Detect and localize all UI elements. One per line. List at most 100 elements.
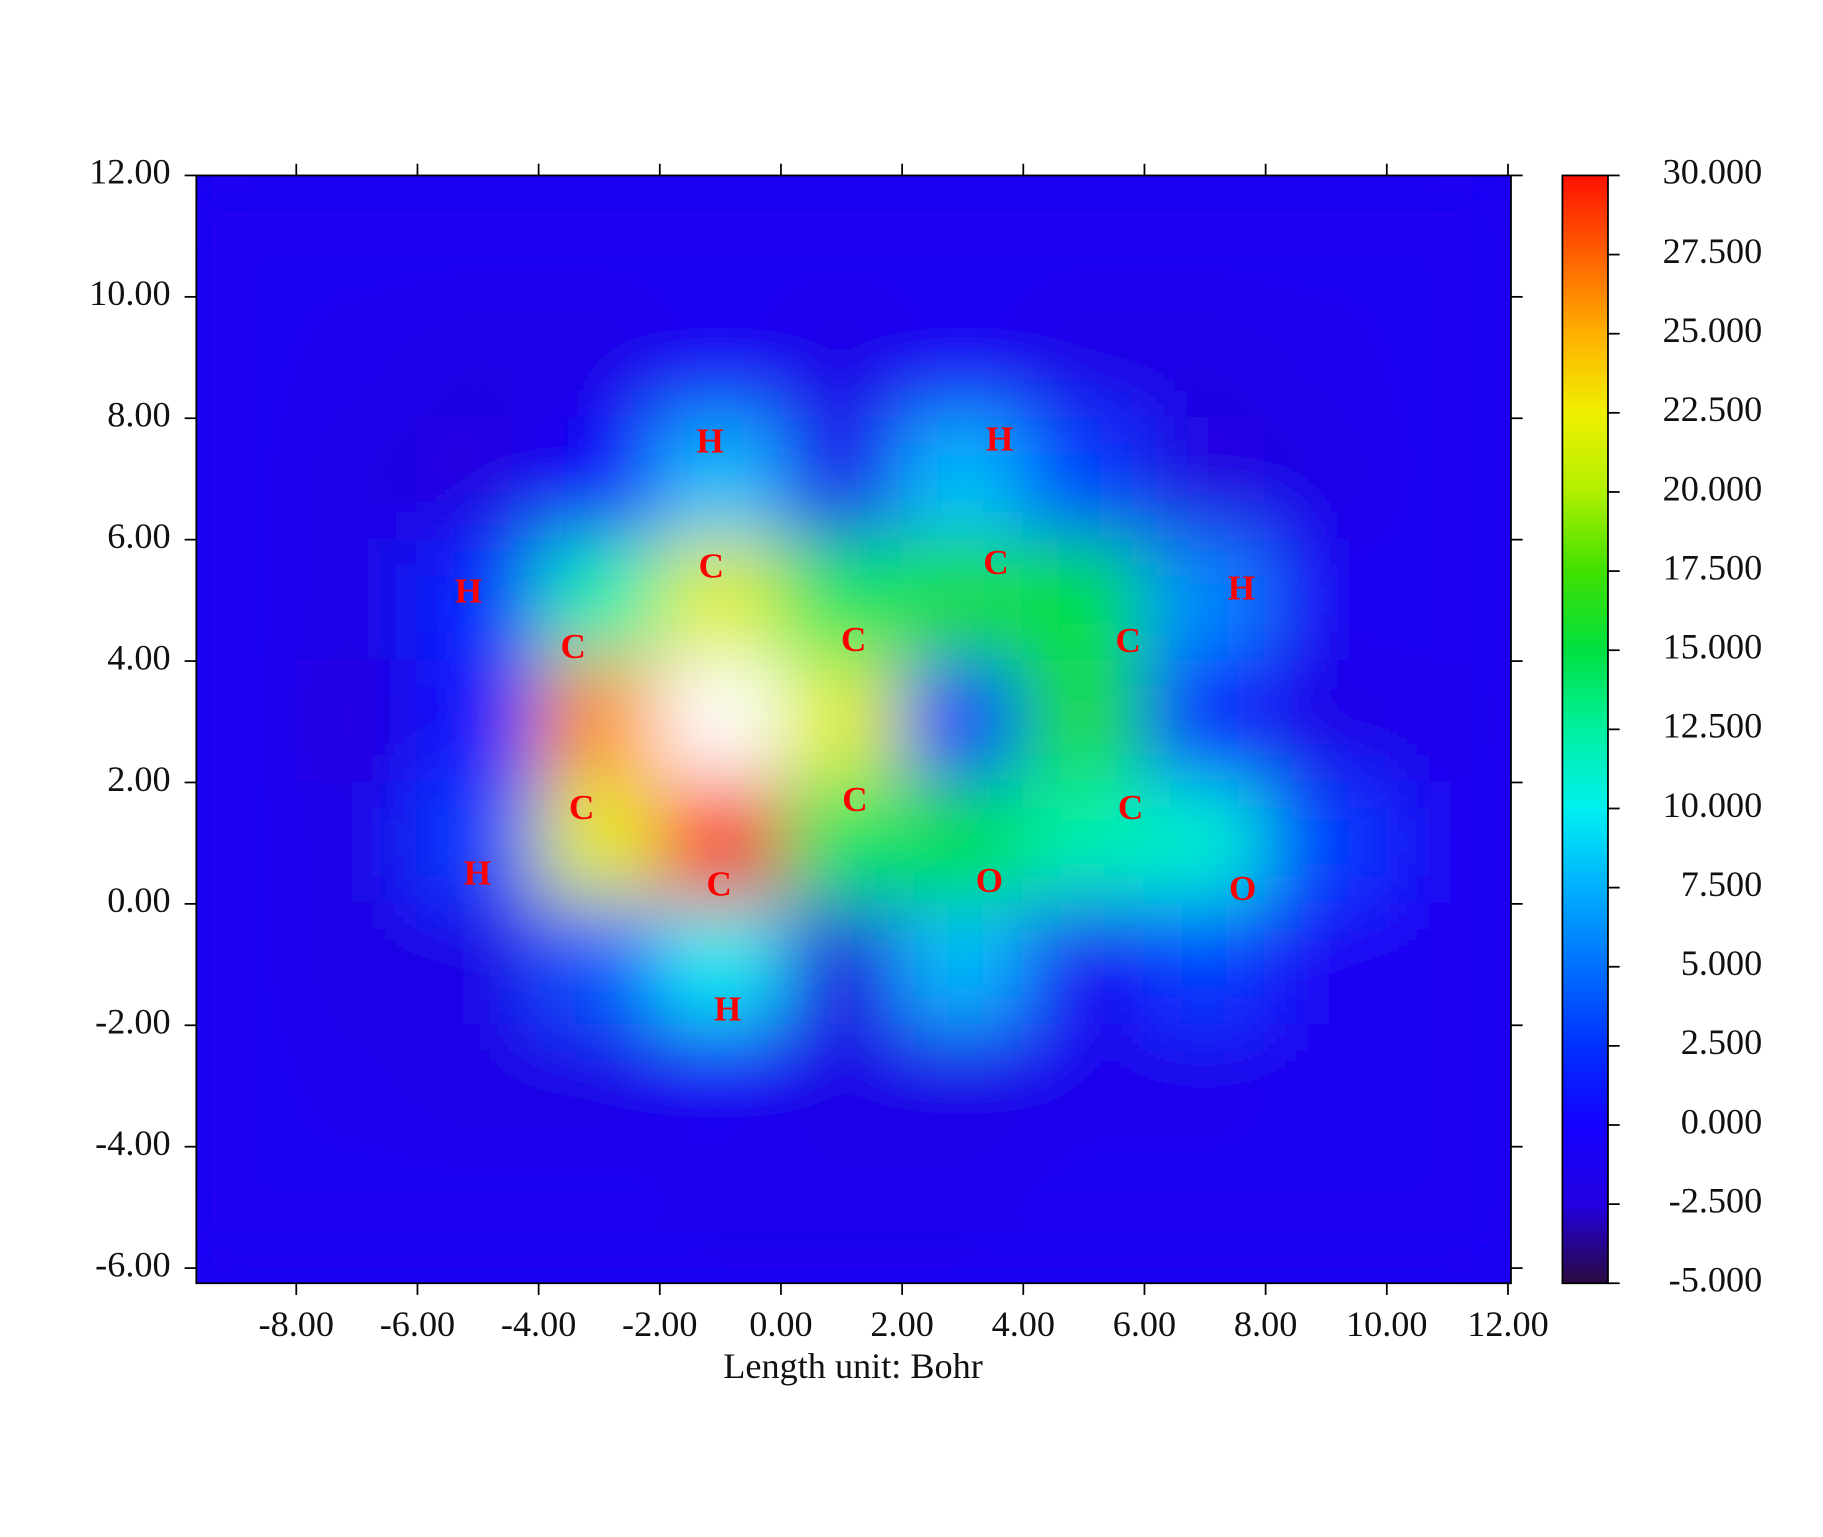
heat-cell	[416, 659, 540, 784]
heat-cell	[779, 659, 904, 784]
heat-cell	[537, 175, 661, 299]
heat-cell	[1143, 175, 1267, 299]
heat-cell	[658, 781, 783, 906]
cells	[196, 175, 1510, 1270]
heat-cell	[658, 659, 783, 784]
heat-cell	[658, 902, 783, 1027]
heat-cell	[1022, 902, 1146, 1027]
atom-label: C	[560, 627, 585, 666]
heat-cell	[900, 538, 1025, 663]
heat-cell	[537, 659, 661, 784]
heat-cell	[295, 1145, 419, 1270]
heat-cell	[537, 1145, 661, 1270]
atom-label: O	[976, 861, 1003, 900]
heat-cell	[196, 175, 298, 299]
heat-cell	[537, 1024, 661, 1148]
heat-cell	[537, 781, 661, 906]
colorbar-tick-label: 7.500	[1681, 864, 1763, 904]
x-tick-label: 8.00	[1234, 1304, 1297, 1344]
heat-cell	[779, 781, 904, 906]
atom-label: H	[986, 420, 1013, 459]
heat-cell	[1022, 1024, 1146, 1148]
heat-cell	[1385, 781, 1510, 906]
heat-cell	[900, 417, 1025, 541]
heat-cell	[779, 175, 904, 299]
heat-cell	[900, 1145, 1025, 1270]
y-tick-label: 0.00	[107, 880, 170, 920]
heat-cell	[416, 538, 540, 663]
heat-cell	[196, 295, 298, 420]
heat-cell	[196, 417, 298, 541]
heat-cell	[1385, 659, 1510, 784]
y-tick-label: -2.00	[95, 1002, 170, 1042]
heat-cell	[1022, 417, 1146, 541]
heat-cell	[1385, 538, 1510, 663]
heat-cell	[416, 175, 540, 299]
x-tick-label: 6.00	[1113, 1304, 1176, 1344]
heat-cell	[1264, 1024, 1388, 1148]
colorbar-tick-label: 20.000	[1663, 468, 1763, 508]
colorbar-tick-label: 12.500	[1663, 706, 1763, 746]
heat-cell	[295, 417, 419, 541]
atom-label: C	[707, 865, 732, 904]
atom-label: H	[696, 421, 723, 460]
x-tick-label: -2.00	[622, 1304, 697, 1344]
atom-label: C	[1115, 621, 1140, 660]
heat-cell	[295, 659, 419, 784]
y-tick-label: -4.00	[95, 1123, 170, 1163]
heat-cell	[1385, 1145, 1510, 1270]
heat-cell	[196, 781, 298, 906]
y-tick-label: 2.00	[107, 759, 170, 799]
colorbar-tick-label: 10.000	[1663, 785, 1763, 825]
heat-cell	[900, 1024, 1025, 1148]
atom-label: O	[1229, 869, 1256, 908]
heat-cell	[196, 1024, 298, 1148]
heat-cell	[416, 1145, 540, 1270]
heat-cell	[416, 1024, 540, 1148]
heat-cell	[416, 295, 540, 420]
heat-cell	[295, 295, 419, 420]
colorbar-tick-label: -2.500	[1669, 1180, 1763, 1220]
heat-cell	[1022, 295, 1146, 420]
heat-cell	[1022, 538, 1146, 663]
heat-cell	[537, 417, 661, 541]
heat-cell	[295, 1024, 419, 1148]
colorbar-tick-label: 5.000	[1681, 943, 1763, 983]
x-tick-label: 0.00	[749, 1304, 812, 1344]
colorbar-tick-label: 25.000	[1663, 310, 1763, 350]
atom-label: C	[841, 620, 866, 659]
heat-cell	[779, 417, 904, 541]
heat-cell	[658, 1145, 783, 1270]
x-tick-label: -8.00	[259, 1304, 334, 1344]
heat-cell	[900, 295, 1025, 420]
heat-cell	[779, 538, 904, 663]
heat-cell	[295, 902, 419, 1027]
heat-cell	[658, 417, 783, 541]
heat-cell	[1143, 417, 1267, 541]
atom-label: H	[1228, 568, 1255, 607]
heat-cell	[1143, 295, 1267, 420]
atom-label: C	[1118, 788, 1143, 827]
heat-cell	[658, 538, 783, 663]
colorbar-tick-label: 22.500	[1663, 389, 1763, 429]
atom-label: C	[699, 546, 724, 585]
y-tick-label: 12.00	[89, 152, 171, 192]
atom-label: H	[464, 854, 491, 893]
heat-cell	[1385, 1024, 1510, 1148]
heat-cell	[196, 659, 298, 784]
heat-cell	[1264, 781, 1388, 906]
heat-cell	[416, 417, 540, 541]
heat-cell	[295, 781, 419, 906]
atom-label: C	[983, 543, 1008, 582]
heat-cell	[900, 902, 1025, 1027]
heat-cell	[1264, 1145, 1388, 1270]
heat-cell	[658, 175, 783, 299]
x-tick-label: 12.00	[1467, 1304, 1549, 1344]
heat-cell	[1022, 781, 1146, 906]
plot-frame	[195, 174, 1512, 1285]
heat-cell	[1264, 295, 1388, 420]
heat-cell	[537, 295, 661, 420]
y-tick-label: 6.00	[107, 516, 170, 556]
colorbar-tick-label: -5.000	[1669, 1260, 1763, 1300]
